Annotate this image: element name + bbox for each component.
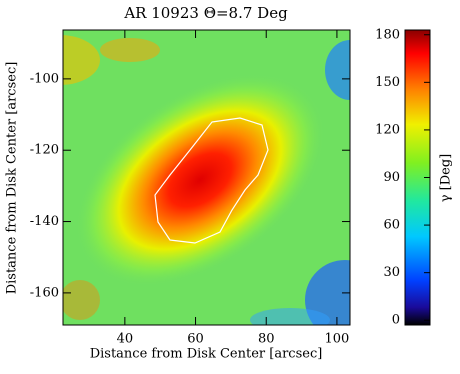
y-axis-label: Distance from Disk Center [arcsec]: [5, 62, 20, 295]
chart-title: AR 10923 Θ=8.7 Deg: [123, 4, 288, 22]
colorbar-tick-label: 150: [375, 75, 400, 90]
y-tick-label: -160: [30, 285, 59, 300]
x-tick-label: 80: [258, 332, 275, 347]
colorbar-tick-label: 180: [375, 27, 400, 42]
y-tick-label: -100: [30, 71, 59, 86]
colorbar-tick-label: 30: [383, 265, 400, 280]
x-tick-label: 100: [325, 332, 350, 347]
image: [63, 30, 350, 325]
colorbar-tick-label: 90: [383, 170, 400, 185]
y-tick-label: -120: [30, 143, 59, 158]
colorbar-tick-label: 0: [392, 313, 400, 328]
x-tick-label: 60: [187, 332, 204, 347]
y-tick-label: -140: [30, 214, 59, 229]
colorbar-tick-label: 120: [375, 122, 400, 137]
x-axis-label: Distance from Disk Center [arcsec]: [90, 347, 323, 362]
colorbar-tick-label: 60: [383, 218, 400, 233]
colorbar-label: γ [Deg]: [439, 154, 454, 202]
x-tick-label: 40: [117, 332, 134, 347]
